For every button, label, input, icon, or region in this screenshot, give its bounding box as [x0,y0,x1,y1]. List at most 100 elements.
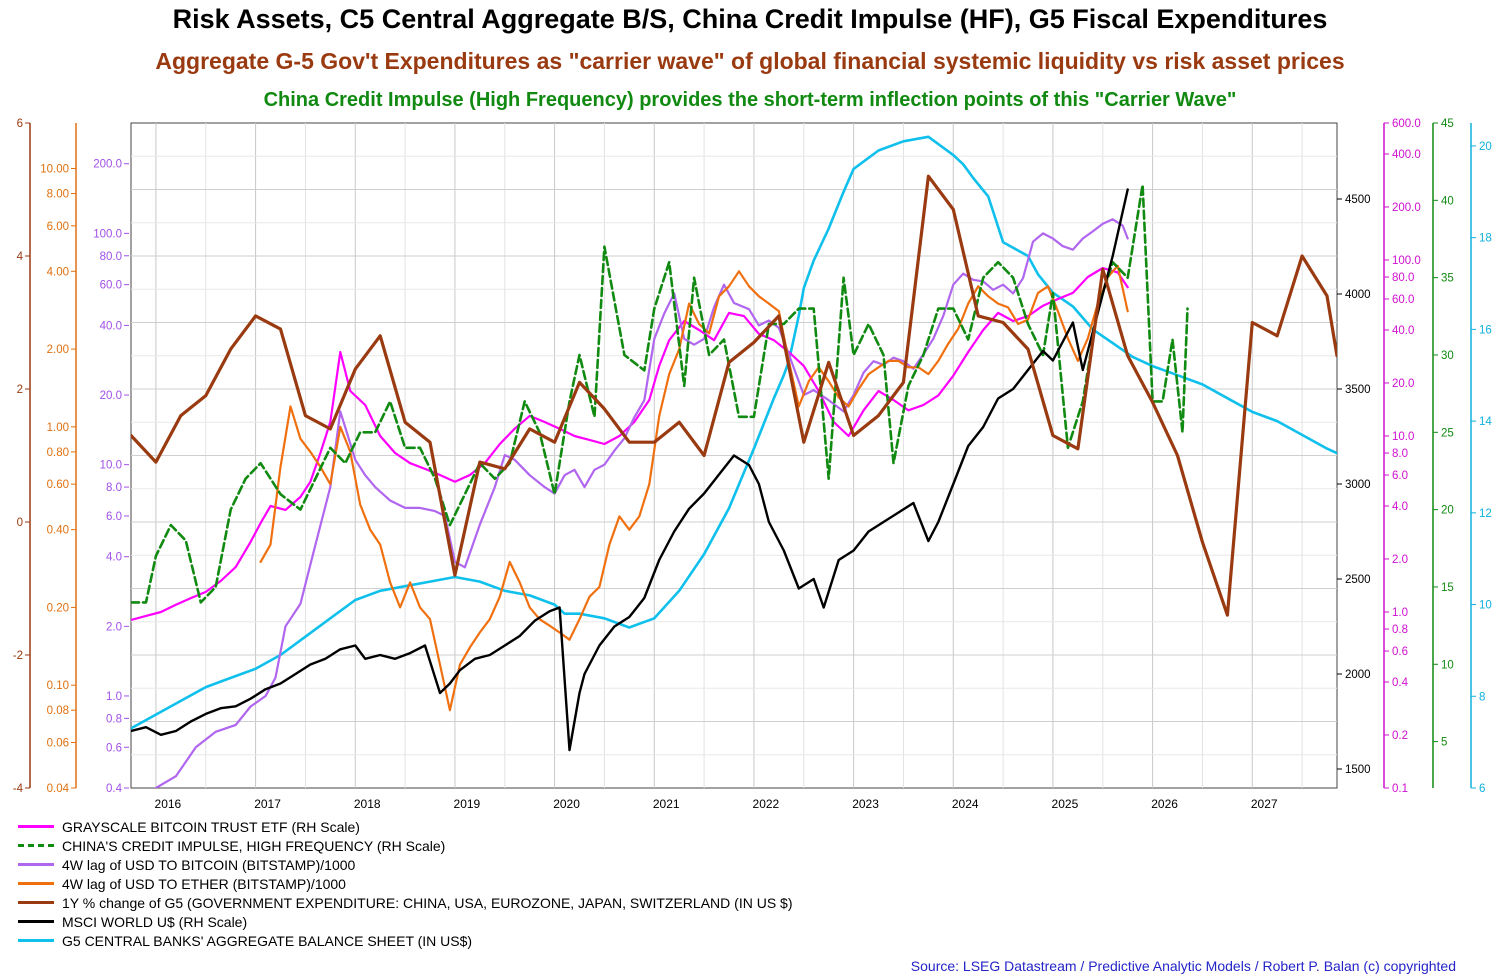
legend-item: G5 CENTRAL BANKS' AGGREGATE BALANCE SHEE… [18,931,793,950]
axis-label-g5exp: 6 [17,118,23,130]
x-tick-label: 2018 [354,797,381,811]
axis-label-cb: 20 [1479,141,1492,153]
axis-label-gbtc: 1.0 [1392,607,1408,619]
axis-label-eth: 0.06 [47,738,69,750]
axis-label-msci: 4500 [1345,194,1371,206]
axis-label-btc: 80.0 [100,251,122,263]
legend-swatch [18,844,54,847]
axis-label-impulse: 40 [1441,195,1454,207]
axis-label-gbtc: 0.1 [1392,783,1408,795]
axis-label-btc: 200.0 [93,159,122,171]
legend-label: G5 CENTRAL BANKS' AGGREGATE BALANCE SHEE… [62,932,473,949]
axis-label-cb: 10 [1479,600,1492,612]
axis-label-btc: 4.0 [106,552,122,564]
axis-label-btc: 10.0 [100,460,122,472]
axis-label-btc: 0.6 [106,742,122,754]
chart-subtitle-expenditures: Aggregate G-5 Gov't Expenditures as "car… [155,48,1345,74]
legend-item: 4W lag of USD TO ETHER (BITSTAMP)/1000 [18,874,793,893]
axis-label-btc: 20.0 [100,390,122,402]
series-line-impulse [131,183,1189,604]
axis-label-btc: 40.0 [100,320,122,332]
legend-item: 4W lag of USD TO BITCOIN (BITSTAMP)/1000 [18,855,793,874]
legend-label: 1Y % change of G5 (GOVERNMENT EXPENDITUR… [62,894,793,911]
series-line-cb [131,135,1337,730]
axis-label-cb: 12 [1479,508,1492,520]
series-line-eth [259,264,1129,712]
axis-label-g5exp: -4 [13,783,24,795]
axis-label-cb: 6 [1479,783,1485,795]
axis-label-eth: 0.80 [47,447,69,459]
axis-label-btc: 0.8 [106,713,122,725]
axis-label-msci: 2000 [1345,669,1371,681]
axis-label-btc: 100.0 [93,228,122,240]
axis-label-gbtc: 40.0 [1392,325,1414,337]
axis-label-gbtc: 0.6 [1392,646,1408,658]
x-tick-label: 2023 [852,797,879,811]
legend-label: CHINA'S CREDIT IMPULSE, HIGH FREQUENCY (… [62,837,446,854]
axis-label-impulse: 5 [1441,737,1447,749]
axis-label-impulse: 45 [1441,118,1454,130]
axis-label-impulse: 30 [1441,350,1454,362]
axis-label-btc: 0.4 [106,783,123,795]
x-tick-label: 2027 [1251,797,1278,811]
axis-label-msci: 4000 [1345,289,1371,301]
axis-label-impulse: 35 [1441,273,1454,285]
axis-label-cb: 14 [1479,416,1492,428]
legend-item: GRAYSCALE BITCOIN TRUST ETF (RH Scale) [18,817,793,836]
axis-label-btc: 8.0 [106,482,122,494]
legend-item: MSCI WORLD U$ (RH Scale) [18,912,793,931]
axis-label-g5exp: -2 [13,650,23,662]
axis-label-gbtc: 2.0 [1392,554,1408,566]
x-tick-label: 2017 [254,797,281,811]
axis-label-gbtc: 10.0 [1392,431,1414,443]
axis-label-impulse: 10 [1441,659,1454,671]
chart-legend: GRAYSCALE BITCOIN TRUST ETF (RH Scale) CH… [18,817,793,950]
axis-label-btc: 60.0 [100,280,122,292]
axis-label-eth: 4.00 [47,266,69,278]
axis-label-msci: 1500 [1345,764,1371,776]
axis-label-impulse: 25 [1441,427,1454,439]
axis-label-eth: 10.00 [40,163,69,175]
x-tick-label: 2021 [653,797,680,811]
source-note: Source: LSEG Datastream / Predictive Ana… [910,958,1456,974]
legend-label: MSCI WORLD U$ (RH Scale) [62,913,248,930]
legend-swatch [18,939,54,942]
chart-subtitle-credit-impulse: China Credit Impulse (High Frequency) pr… [263,89,1237,111]
axis-label-gbtc: 100.0 [1392,255,1421,267]
axis-label-gbtc: 20.0 [1392,378,1414,390]
axis-label-cb: 8 [1479,691,1485,703]
legend-label: 4W lag of USD TO ETHER (BITSTAMP)/1000 [62,875,346,892]
axis-label-g5exp: 2 [17,384,23,396]
axis-label-btc: 2.0 [106,621,122,633]
axis-label-gbtc: 60.0 [1392,294,1414,306]
axis-label-eth: 0.08 [47,705,69,717]
x-tick-label: 2025 [1052,797,1079,811]
axis-label-cb: 18 [1479,233,1492,245]
legend-swatch [18,882,54,885]
axis-label-eth: 0.40 [47,525,69,537]
axis-label-eth: 1.00 [47,422,69,434]
axis-label-gbtc: 80.0 [1392,272,1414,284]
axis-label-impulse: 15 [1441,582,1454,594]
x-tick-label: 2024 [952,797,979,811]
axis-label-gbtc: 0.4 [1392,677,1409,689]
axis-label-eth: 0.10 [47,680,69,692]
series-line-g5exp [131,174,1337,617]
axis-label-gbtc: 4.0 [1392,501,1408,513]
axis-label-msci: 3000 [1345,479,1371,491]
axis-label-g5exp: 0 [17,517,23,529]
axis-label-eth: 0.60 [47,479,69,491]
series-line-btc [154,218,1129,788]
axis-label-eth: 8.00 [47,189,69,201]
axis-label-gbtc: 0.8 [1392,624,1408,636]
axis-label-msci: 3500 [1345,384,1371,396]
x-tick-label: 2022 [753,797,780,811]
axis-label-eth: 2.00 [47,344,69,356]
x-tick-label: 2019 [454,797,481,811]
x-tick-label: 2016 [155,797,182,811]
legend-item: CHINA'S CREDIT IMPULSE, HIGH FREQUENCY (… [18,836,793,855]
axis-label-btc: 1.0 [106,691,122,703]
axis-label-eth: 0.20 [47,602,69,614]
legend-swatch [18,863,54,866]
